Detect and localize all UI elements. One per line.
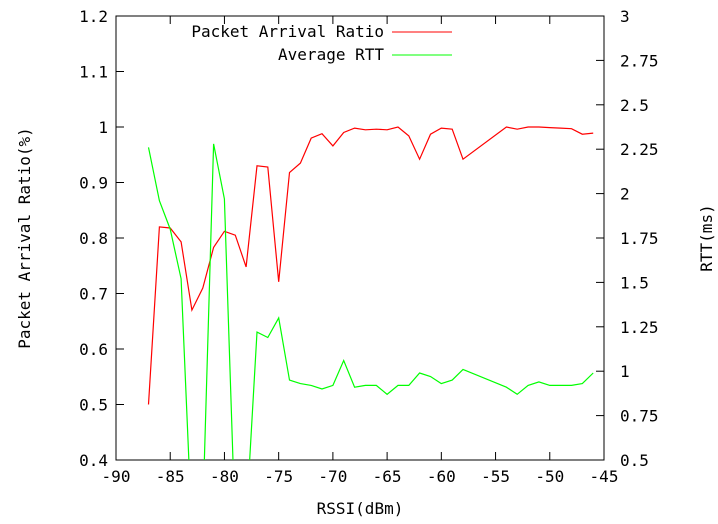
series-line-average-rtt xyxy=(147,143,594,460)
x-tick-label: -55 xyxy=(481,467,510,486)
x-tick-label: -90 xyxy=(102,467,131,486)
x-tick-label: -50 xyxy=(535,467,564,486)
y-right-tick-label: 2.25 xyxy=(620,140,659,159)
y-right-tick-label: 2 xyxy=(620,185,630,204)
y-axis-right-label: RTT(ms) xyxy=(697,204,716,271)
y-right-tick-label: 2.75 xyxy=(620,51,659,70)
y-right-tick-label: 0.5 xyxy=(620,451,649,470)
y-right-tick-label: 0.75 xyxy=(620,407,659,426)
y-axis-left-label: Packet Arrival Ratio(%) xyxy=(15,127,34,349)
y-right-tick-label: 2.5 xyxy=(620,96,649,115)
x-tick-label: -60 xyxy=(427,467,456,486)
series-line-packet-arrival-ratio xyxy=(147,126,594,405)
y-right-tick-label: 1.75 xyxy=(620,229,659,248)
x-tick-label: -65 xyxy=(373,467,402,486)
y-right-tick-label: 1.25 xyxy=(620,318,659,337)
x-tick-label: -80 xyxy=(210,467,239,486)
y-left-tick-label: 1 xyxy=(98,118,108,137)
y-right-tick-label: 1 xyxy=(620,362,630,381)
y-left-tick-label: 0.4 xyxy=(79,451,108,470)
legend-label-average-rtt: Average RTT xyxy=(278,45,384,64)
x-tick-label: -45 xyxy=(590,467,619,486)
y-left-tick-label: 0.9 xyxy=(79,174,108,193)
legend: Packet Arrival Ratio Average RTT xyxy=(191,22,452,64)
x-tick-label: -70 xyxy=(318,467,347,486)
x-tick-label: -75 xyxy=(264,467,293,486)
y-left-tick-label: 0.5 xyxy=(79,396,108,415)
y-left-tick-label: 1.2 xyxy=(79,7,108,26)
y-left-tick-label: 0.6 xyxy=(79,340,108,359)
y-left-tick-label: 0.8 xyxy=(79,229,108,248)
y-right-tick-label: 3 xyxy=(620,7,630,26)
series-layer xyxy=(147,126,594,460)
x-tick-label: -85 xyxy=(156,467,185,486)
axis-ticks: -90 -85 -80 -75 -70 -65 -60 -55 -50 -45 0.4 0.5 0.6 0… xyxy=(79,7,658,486)
legend-label-packet-arrival-ratio: Packet Arrival Ratio xyxy=(191,22,384,41)
y-right-tick-label: 1.5 xyxy=(620,273,649,292)
x-axis-label: RSSI(dBm) xyxy=(317,499,404,518)
y-left-tick-label: 0.7 xyxy=(79,285,108,304)
plot-frame xyxy=(115,15,605,461)
y-left-tick-label: 1.1 xyxy=(79,63,108,82)
